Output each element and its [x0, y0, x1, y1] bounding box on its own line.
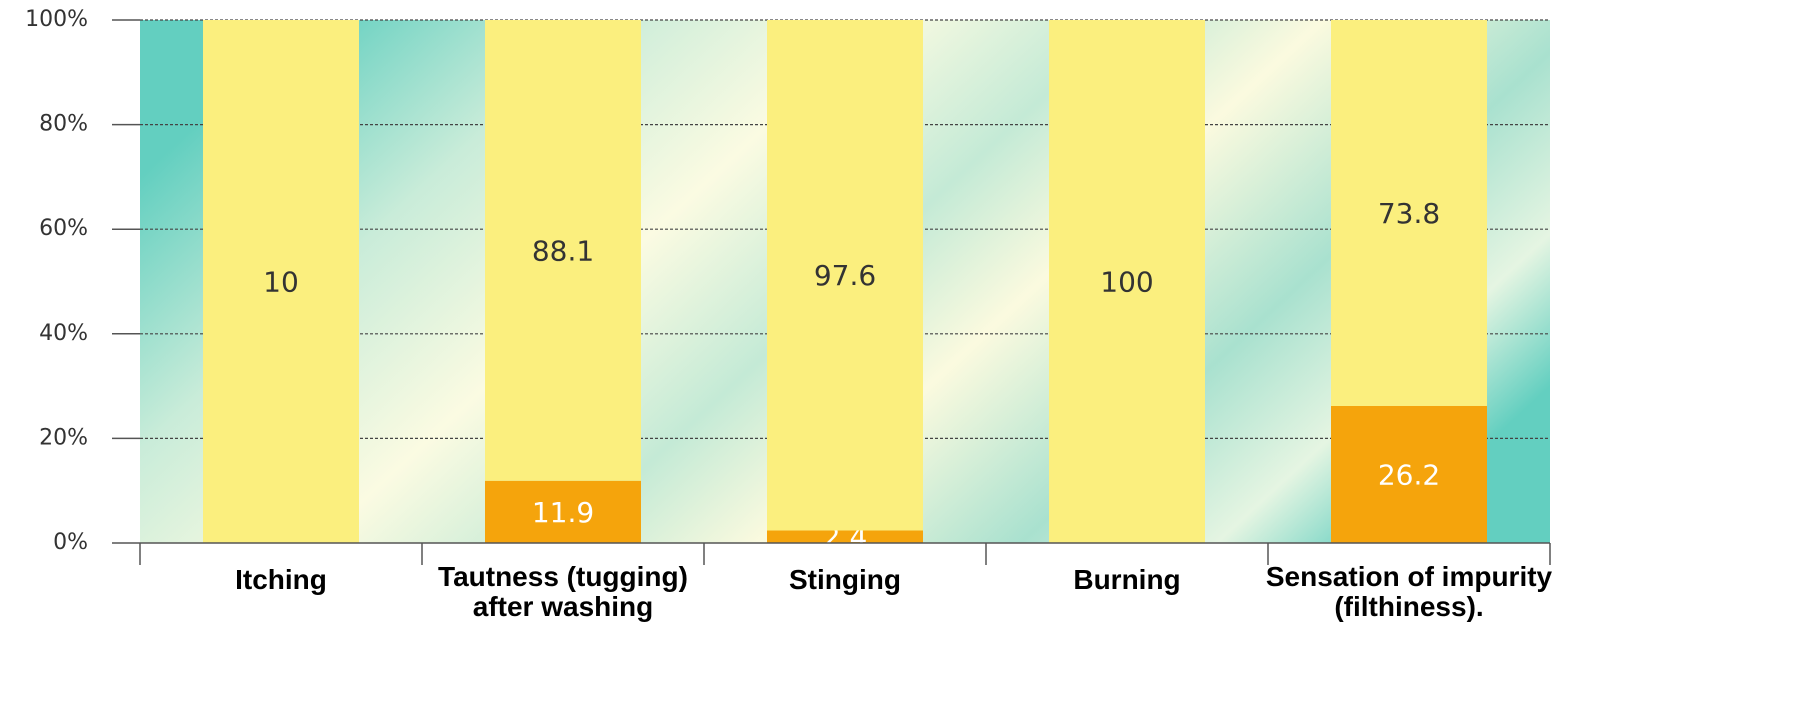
x-tick-label: Tautness (tugging) after washing — [438, 561, 688, 622]
bar-segment — [485, 20, 641, 481]
x-tick-label: Burning — [1073, 564, 1180, 595]
data-label: 26.2 — [1378, 458, 1440, 491]
x-tick-label: Sensation of impurity (filthiness). — [1266, 561, 1553, 622]
x-tick-label: Itching — [235, 564, 327, 595]
y-tick-label: 60% — [39, 216, 88, 241]
bar-segment — [767, 530, 923, 543]
data-label: 73.8 — [1378, 197, 1440, 230]
data-label: 10 — [263, 266, 299, 299]
x-tick-label: Stinging — [789, 564, 901, 595]
bar-segment — [1331, 20, 1487, 406]
bar-segment — [485, 480, 641, 543]
data-label: 97.6 — [814, 259, 876, 292]
y-tick-label: 100% — [25, 7, 88, 32]
data-label: 88.1 — [532, 234, 594, 267]
bar-segment — [1331, 405, 1487, 543]
data-label: 100 — [1100, 266, 1153, 299]
bar-segment — [767, 20, 923, 531]
bar-segment — [1049, 20, 1205, 543]
y-tick-label: 0% — [53, 530, 88, 555]
y-tick-label: 40% — [39, 321, 88, 346]
bar-segment — [203, 20, 359, 543]
y-tick-label: 80% — [39, 112, 88, 137]
y-tick-label: 20% — [39, 425, 88, 450]
data-label: 11.9 — [532, 496, 594, 529]
